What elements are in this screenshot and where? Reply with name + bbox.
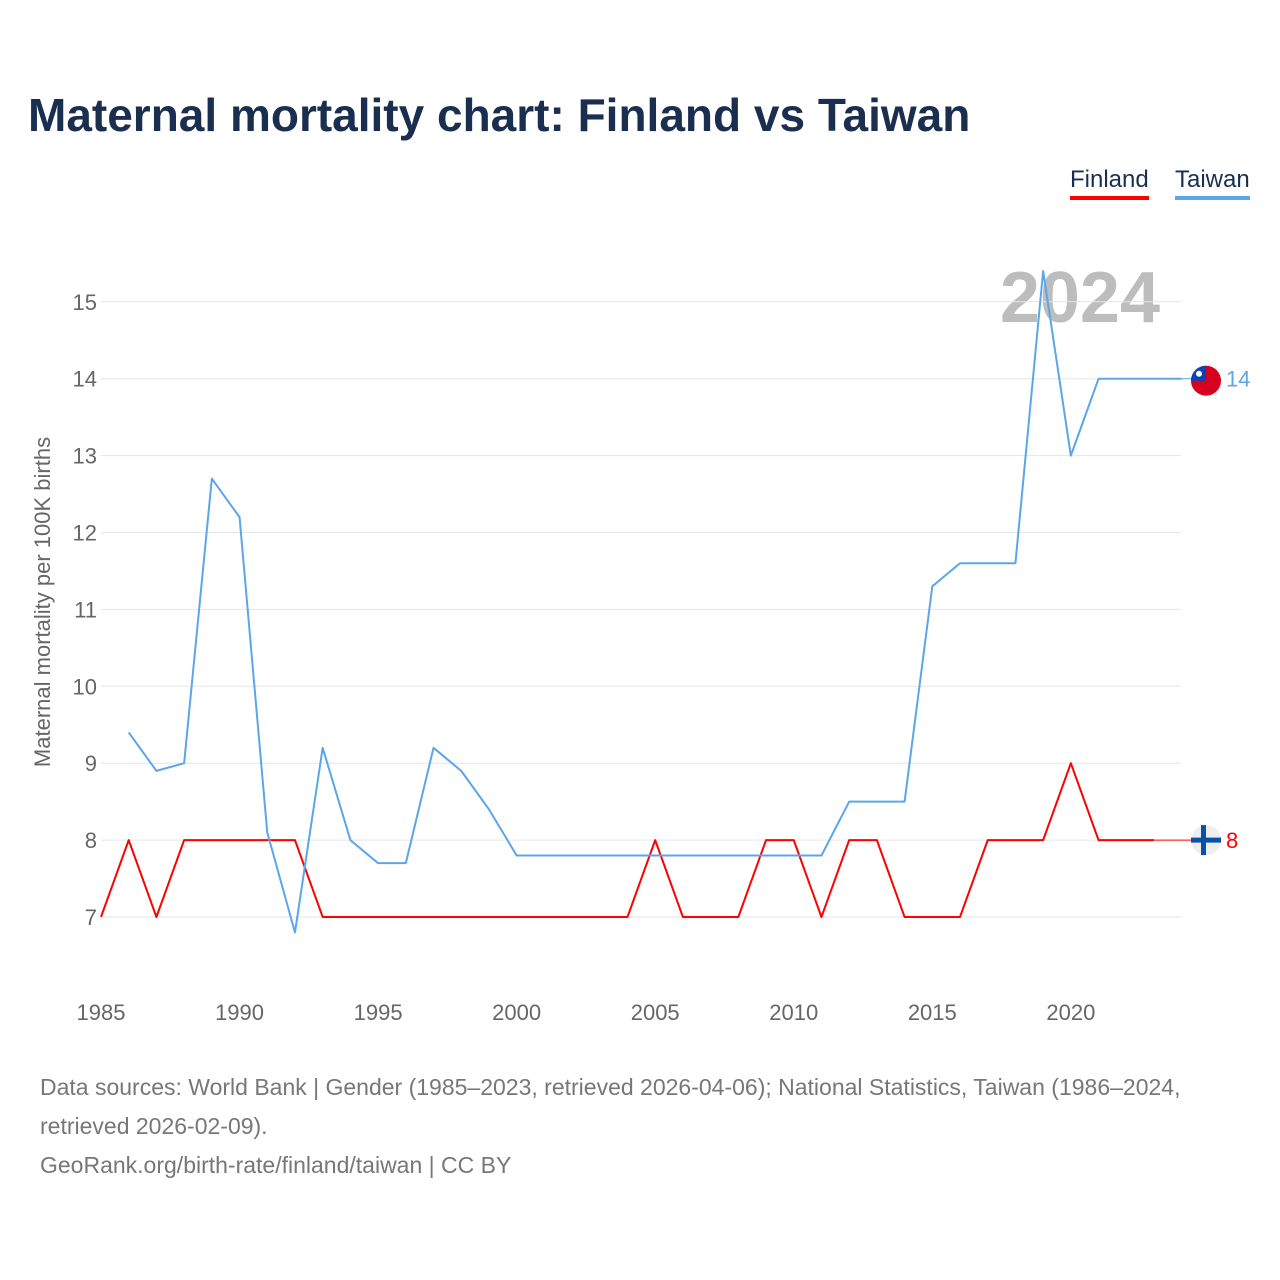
- legend-finland[interactable]: Finland: [1070, 166, 1149, 200]
- year-watermark: 2024: [1000, 258, 1160, 338]
- y-tick-label: 7: [85, 905, 97, 930]
- series-line-taiwan: [127, 270, 1182, 934]
- x-tick-label: 2010: [769, 1000, 818, 1025]
- x-tick-label: 2015: [908, 1000, 957, 1025]
- chart-title: Maternal mortality chart: Finland vs Tai…: [28, 89, 971, 141]
- x-tick-label: 1985: [77, 1000, 126, 1025]
- data-sources: Data sources: World Bank | Gender (1985–…: [40, 1074, 1181, 1139]
- end-value-label: 8: [1226, 828, 1238, 853]
- y-tick-label: 11: [74, 597, 97, 622]
- plot-area: 2024 7 8 9 10 11 12 13 14 15 1985 1990 1995 2000 2005 2…: [30, 258, 1250, 1025]
- series-line-finland: [100, 762, 1154, 918]
- y-tick-label: 13: [73, 444, 97, 469]
- x-tick-label: 2005: [631, 1000, 680, 1025]
- finland-flag-cross-v: [1201, 825, 1206, 856]
- y-tick-label: 9: [85, 751, 97, 776]
- end-value-label: 14: [1226, 367, 1250, 392]
- x-tick-label: 1995: [354, 1000, 403, 1025]
- x-tick-label: 2000: [492, 1000, 541, 1025]
- y-axis-label: Maternal mortality per 100K births: [30, 437, 55, 767]
- y-tick-label: 8: [85, 828, 97, 853]
- y-tick-label: 15: [73, 290, 97, 315]
- y-tick-label: 14: [73, 367, 97, 392]
- taiwan-flag-sun: [1196, 370, 1202, 377]
- source-link[interactable]: GeoRank.org/birth-rate/finland/taiwan | …: [40, 1152, 512, 1178]
- y-tick-label: 12: [73, 521, 97, 546]
- legend-taiwan[interactable]: Taiwan: [1175, 166, 1250, 200]
- x-tick-label: 1990: [215, 1000, 264, 1025]
- y-tick-label: 10: [73, 674, 97, 699]
- x-tick-label: 2020: [1046, 1000, 1095, 1025]
- footer: Data sources: World Bank | Gender (1985–…: [40, 1068, 1220, 1185]
